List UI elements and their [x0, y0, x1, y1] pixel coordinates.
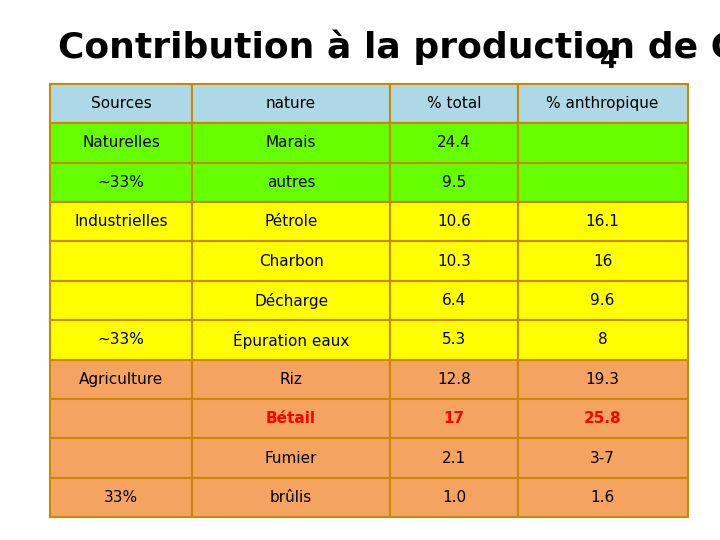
Text: Naturelles: Naturelles: [82, 136, 160, 150]
Bar: [50, 241, 192, 281]
Bar: [192, 438, 390, 478]
Bar: [518, 84, 688, 123]
Text: Épuration eaux: Épuration eaux: [233, 331, 349, 349]
Bar: [192, 360, 390, 399]
Text: 2.1: 2.1: [442, 451, 466, 465]
Text: ~33%: ~33%: [98, 333, 145, 347]
Text: Industrielles: Industrielles: [74, 214, 168, 229]
Text: 10.3: 10.3: [437, 254, 471, 268]
Bar: [518, 478, 688, 517]
Text: Marais: Marais: [266, 136, 316, 150]
Bar: [50, 281, 192, 320]
Bar: [390, 241, 518, 281]
Text: autres: autres: [267, 175, 315, 190]
Bar: [518, 360, 688, 399]
Bar: [50, 123, 192, 163]
Text: nature: nature: [266, 96, 316, 111]
Text: 19.3: 19.3: [585, 372, 620, 387]
Text: Sources: Sources: [91, 96, 152, 111]
Bar: [50, 399, 192, 438]
Text: 5.3: 5.3: [442, 333, 466, 347]
Text: Charbon: Charbon: [258, 254, 323, 268]
Bar: [390, 163, 518, 202]
Bar: [390, 281, 518, 320]
Bar: [390, 438, 518, 478]
Bar: [192, 320, 390, 360]
Bar: [50, 163, 192, 202]
Text: 9.5: 9.5: [442, 175, 466, 190]
Text: Pétrole: Pétrole: [264, 214, 318, 229]
Text: ~33%: ~33%: [98, 175, 145, 190]
Text: Riz: Riz: [279, 372, 302, 387]
Bar: [192, 399, 390, 438]
Text: 16: 16: [593, 254, 612, 268]
Text: 1.6: 1.6: [590, 490, 615, 505]
Bar: [192, 478, 390, 517]
Bar: [192, 123, 390, 163]
Text: 10.6: 10.6: [437, 214, 471, 229]
Bar: [390, 478, 518, 517]
Text: Contribution à la production de CH: Contribution à la production de CH: [58, 30, 720, 65]
Text: 17: 17: [444, 411, 464, 426]
Bar: [518, 202, 688, 241]
Text: 33%: 33%: [104, 490, 138, 505]
Bar: [518, 123, 688, 163]
Bar: [518, 438, 688, 478]
Text: Décharge: Décharge: [254, 293, 328, 308]
Text: 12.8: 12.8: [437, 372, 471, 387]
Bar: [390, 202, 518, 241]
Text: 9.6: 9.6: [590, 293, 615, 308]
Bar: [518, 163, 688, 202]
Bar: [518, 281, 688, 320]
Bar: [390, 399, 518, 438]
Text: 4: 4: [600, 49, 617, 72]
Text: Bétail: Bétail: [266, 411, 316, 426]
Bar: [518, 320, 688, 360]
Bar: [50, 360, 192, 399]
Bar: [192, 202, 390, 241]
Text: 6.4: 6.4: [442, 293, 466, 308]
Text: % anthropique: % anthropique: [546, 96, 659, 111]
Text: 24.4: 24.4: [437, 136, 471, 150]
Text: % total: % total: [427, 96, 481, 111]
Bar: [390, 84, 518, 123]
Bar: [518, 399, 688, 438]
Bar: [192, 281, 390, 320]
Text: 1.0: 1.0: [442, 490, 466, 505]
Bar: [50, 84, 192, 123]
Bar: [50, 202, 192, 241]
Bar: [50, 478, 192, 517]
Text: 25.8: 25.8: [584, 411, 621, 426]
Bar: [50, 438, 192, 478]
Bar: [390, 360, 518, 399]
Bar: [518, 241, 688, 281]
Text: Agriculture: Agriculture: [79, 372, 163, 387]
Bar: [192, 241, 390, 281]
Text: 8: 8: [598, 333, 608, 347]
Bar: [390, 123, 518, 163]
Bar: [390, 320, 518, 360]
Bar: [50, 320, 192, 360]
Text: Fumier: Fumier: [265, 451, 318, 465]
Text: 16.1: 16.1: [585, 214, 620, 229]
Text: brûlis: brûlis: [270, 490, 312, 505]
Bar: [192, 163, 390, 202]
Bar: [192, 84, 390, 123]
Text: 3-7: 3-7: [590, 451, 615, 465]
